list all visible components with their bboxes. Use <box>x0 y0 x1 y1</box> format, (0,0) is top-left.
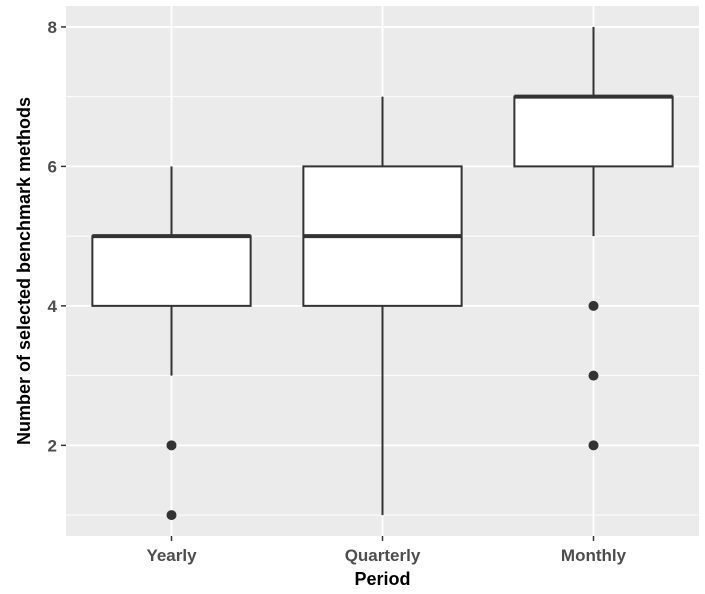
outlier-point <box>588 440 599 451</box>
y-tick-label: 4 <box>48 297 58 316</box>
outlier-point <box>588 300 599 311</box>
box-yearly <box>91 166 252 521</box>
x-axis-ticks: Yearly Quarterly Monthly <box>146 536 627 565</box>
x-tick-label: Monthly <box>561 546 627 565</box>
outlier-point <box>166 440 177 451</box>
x-tick-label: Quarterly <box>345 546 421 565</box>
outlier-point <box>588 370 599 381</box>
iqr-box <box>91 235 252 307</box>
y-axis-title: Number of selected benchmark methods <box>14 97 34 445</box>
boxes-layer <box>91 26 674 521</box>
y-tick-label: 2 <box>48 436 57 455</box>
y-axis-ticks: 2 4 6 8 <box>48 18 66 455</box>
y-tick-label: 6 <box>48 157 57 176</box>
iqr-box <box>513 95 674 168</box>
box-monthly <box>513 26 674 451</box>
x-axis-title: Period <box>354 569 410 589</box>
box-quarterly <box>302 96 463 516</box>
x-tick-label: Yearly <box>146 546 197 565</box>
y-tick-label: 8 <box>48 18 57 37</box>
outlier-point <box>166 510 177 521</box>
